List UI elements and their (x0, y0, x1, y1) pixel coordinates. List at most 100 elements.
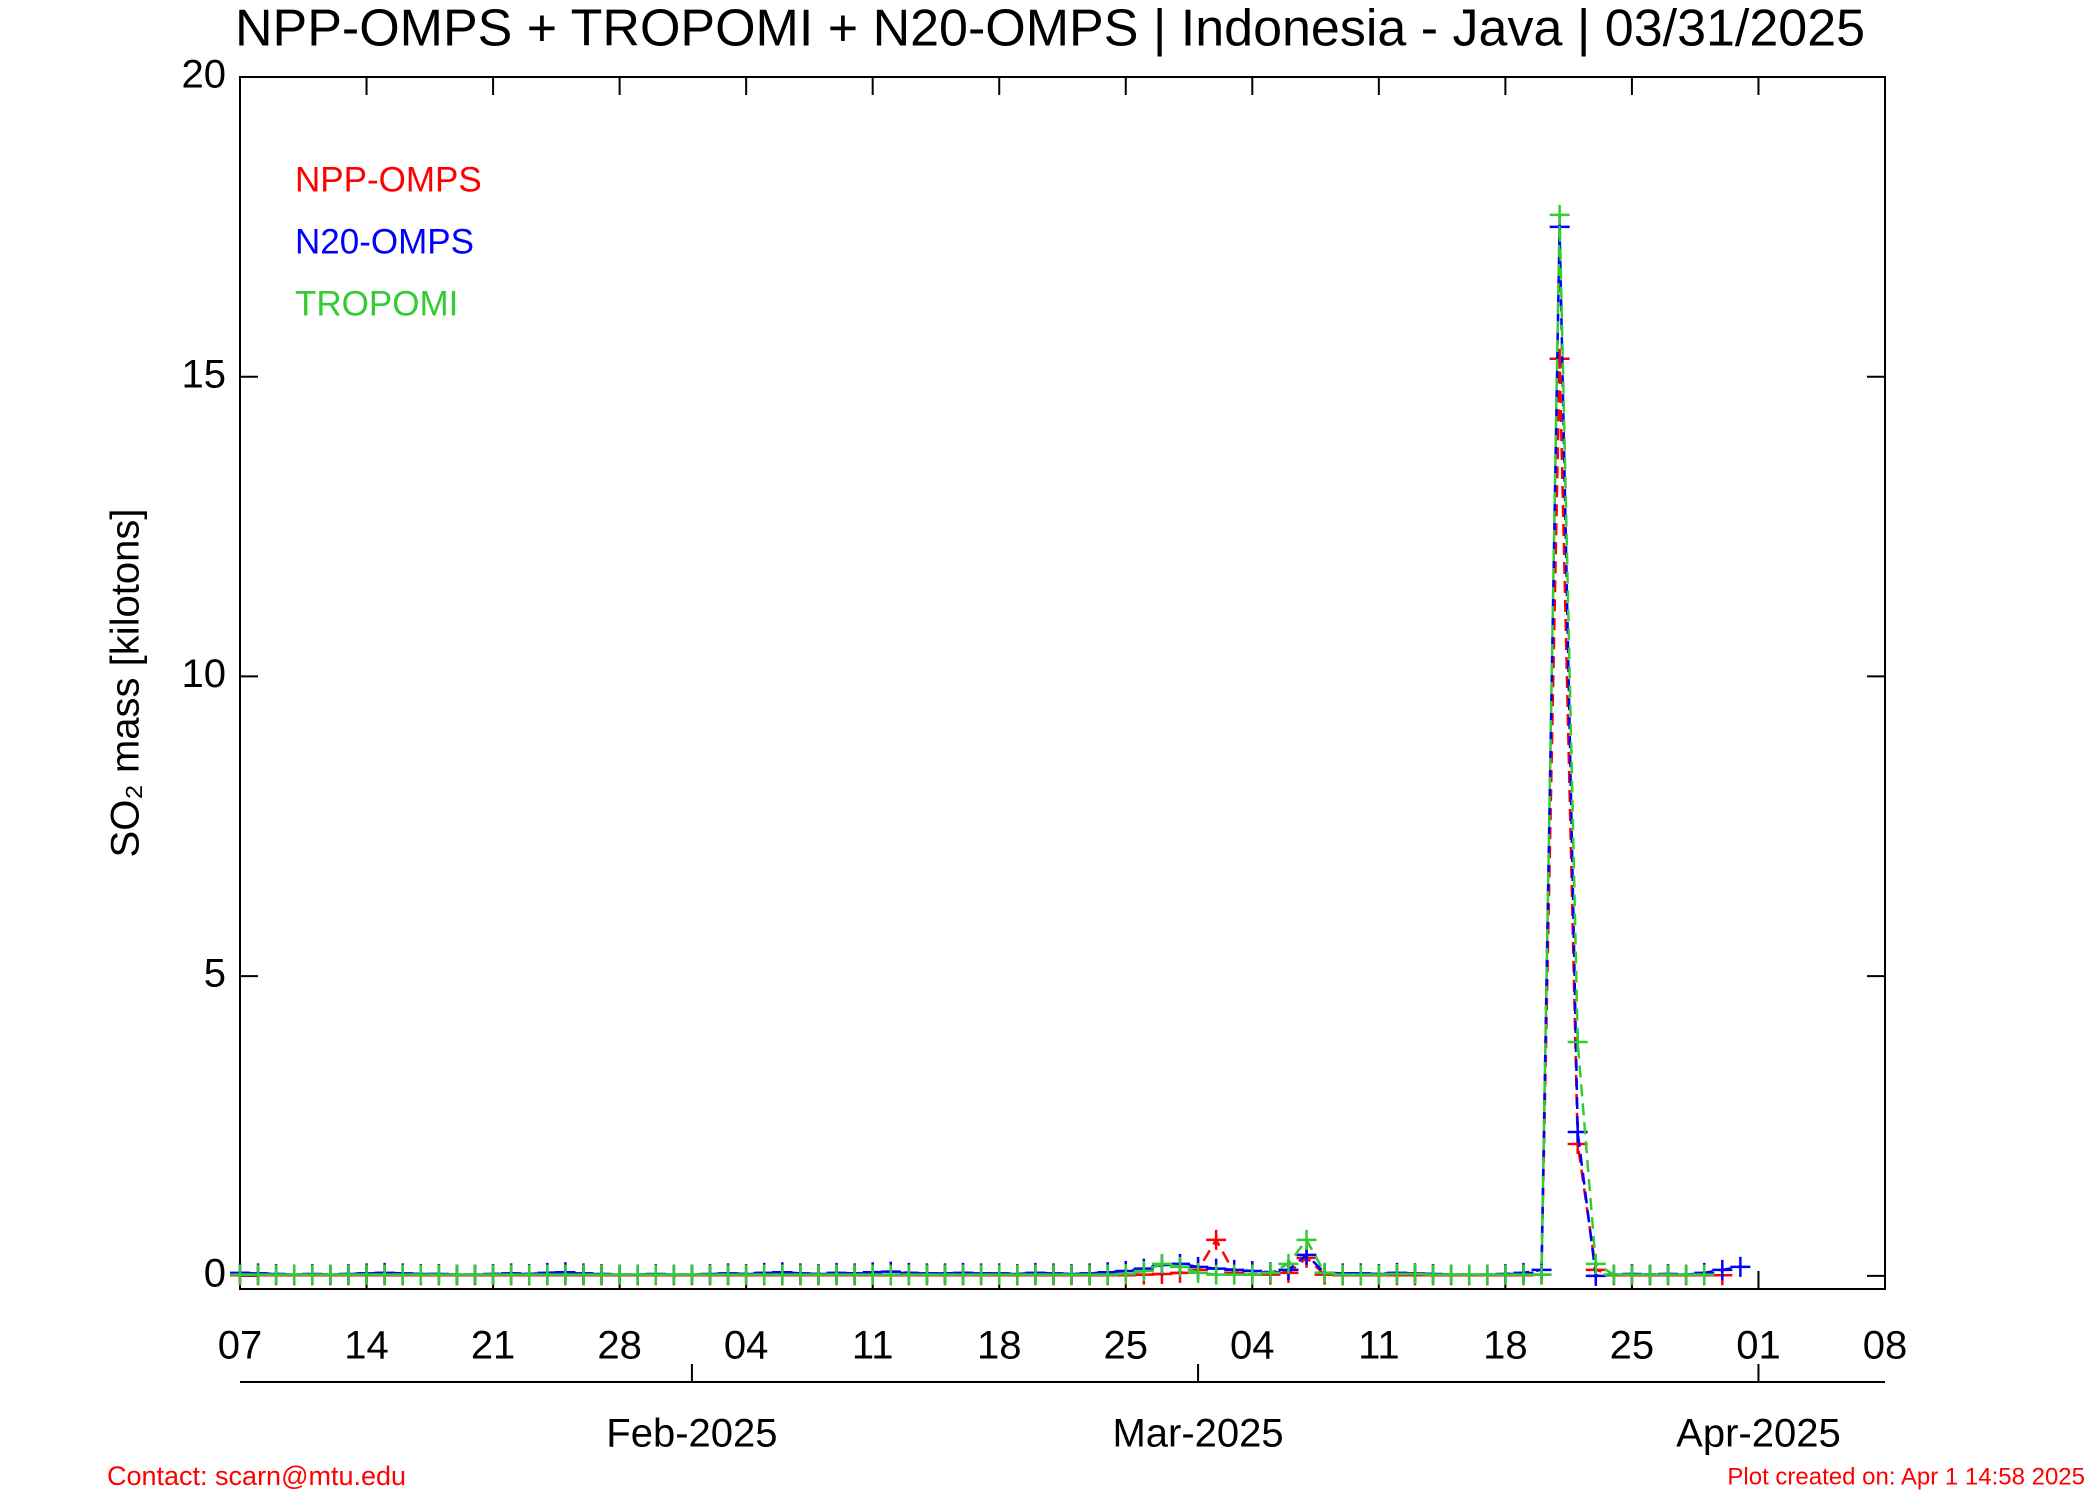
point-marker (1206, 1264, 1227, 1285)
x-tick-label: 25 (1610, 1324, 1655, 1368)
month-label: Apr-2025 (1676, 1412, 1841, 1456)
series-line (240, 358, 1723, 1277)
point-marker (1007, 1264, 1028, 1285)
point-marker (989, 1264, 1010, 1285)
point-marker (1278, 1253, 1299, 1274)
plot-frame (239, 76, 1886, 1290)
point-marker (1549, 204, 1570, 225)
x-tick-label: 18 (977, 1324, 1022, 1368)
point-marker (736, 1264, 757, 1285)
point-marker (916, 1264, 937, 1285)
point-marker (284, 1264, 305, 1285)
point-marker (1495, 1264, 1516, 1285)
point-marker (465, 1264, 485, 1285)
point-marker (1549, 348, 1570, 369)
month-label: Mar-2025 (1112, 1412, 1283, 1456)
series-line (239, 226, 1741, 1278)
point-marker (1423, 1264, 1444, 1285)
point-marker (1260, 1262, 1281, 1283)
point-marker (609, 1264, 630, 1285)
point-marker (1332, 1264, 1353, 1285)
point-marker (1531, 1264, 1552, 1285)
point-marker (410, 1264, 431, 1285)
point-marker (320, 1264, 341, 1285)
point-marker (501, 1264, 522, 1285)
point-marker (1459, 1264, 1480, 1285)
point-marker (446, 1264, 467, 1285)
x-tick-label: 14 (344, 1324, 389, 1368)
point-marker (1097, 1264, 1118, 1285)
point-marker (591, 1264, 612, 1285)
point-marker (483, 1264, 504, 1285)
point-marker (718, 1264, 739, 1285)
point-marker (700, 1264, 720, 1285)
point-marker (1242, 1264, 1263, 1285)
point-marker (1585, 1253, 1606, 1274)
x-tick-label: 25 (1104, 1324, 1149, 1368)
y-tick-label: 15 (182, 352, 227, 396)
point-marker (971, 1264, 992, 1285)
point-marker (1133, 1261, 1154, 1282)
legend-entry: NPP-OMPS (295, 160, 482, 199)
point-marker (645, 1264, 666, 1285)
point-marker (1314, 1262, 1335, 1283)
point-marker (898, 1264, 919, 1285)
point-marker (555, 1264, 576, 1285)
point-marker (1694, 1264, 1715, 1285)
y-tick-label: 20 (182, 53, 227, 97)
x-tick-label: 08 (1863, 1324, 1908, 1368)
legend-entry: TROPOMI (295, 284, 458, 323)
point-marker (1712, 1259, 1733, 1280)
point-marker (1224, 1264, 1245, 1285)
point-marker (1061, 1264, 1082, 1285)
point-marker (537, 1264, 558, 1285)
y-tick-label: 10 (182, 652, 227, 696)
point-marker (1567, 1032, 1588, 1053)
month-label: Feb-2025 (606, 1412, 777, 1456)
chart-title: NPP-OMPS + TROPOMI + N20-OMPS | Indonesi… (235, 0, 1865, 58)
x-tick-label: 21 (471, 1324, 516, 1368)
x-tick-label: 04 (724, 1324, 769, 1368)
point-marker (1115, 1264, 1136, 1285)
x-tick-label: 11 (1358, 1324, 1400, 1368)
point-marker (1477, 1264, 1498, 1285)
point-marker (392, 1264, 413, 1285)
point-marker (772, 1264, 793, 1285)
point-marker (266, 1264, 287, 1285)
point-marker (1368, 1264, 1389, 1285)
x-tick-label: 04 (1230, 1324, 1275, 1368)
point-marker (1188, 1262, 1209, 1283)
point-marker (1025, 1264, 1046, 1285)
point-marker (681, 1264, 702, 1285)
y-tick-label: 0 (204, 1251, 226, 1295)
point-marker (826, 1264, 847, 1285)
point-marker (573, 1264, 594, 1285)
point-marker (1350, 1264, 1371, 1285)
point-marker (1079, 1264, 1100, 1285)
point-marker (1441, 1264, 1462, 1285)
y-axis-label: SO₂ mass [kilotons] (104, 509, 148, 858)
point-marker (519, 1264, 540, 1285)
point-marker (754, 1264, 775, 1285)
contact: Contact: scarn@mtu.edu (107, 1461, 406, 1491)
x-tick-label: 18 (1483, 1324, 1528, 1368)
point-marker (1296, 1229, 1317, 1250)
x-tick-label: 01 (1736, 1324, 1781, 1368)
point-marker (790, 1264, 811, 1285)
point-marker (1730, 1256, 1751, 1277)
point-marker (953, 1264, 974, 1285)
x-tick-label: 28 (597, 1324, 642, 1368)
point-marker (1676, 1264, 1697, 1285)
point-marker (1658, 1264, 1679, 1285)
point-marker (1170, 1256, 1190, 1277)
y-tick-label: 5 (204, 952, 226, 996)
point-marker (844, 1264, 865, 1285)
point-marker (1640, 1264, 1660, 1285)
point-marker (1206, 1229, 1227, 1250)
point-marker (862, 1264, 883, 1285)
point-marker (338, 1264, 359, 1285)
point-marker (1513, 1264, 1534, 1285)
point-marker (1603, 1264, 1624, 1285)
